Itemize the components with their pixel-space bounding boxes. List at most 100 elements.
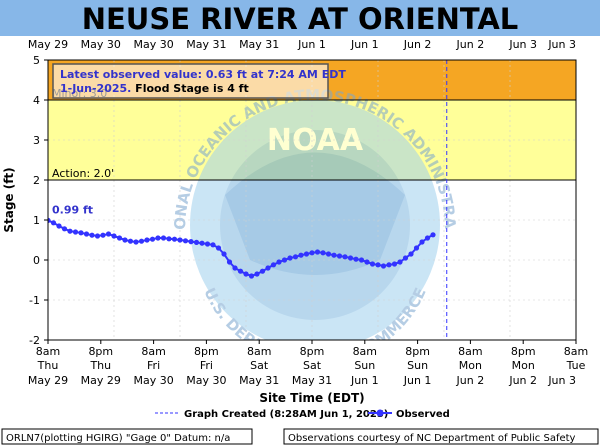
x-axis-top-ticks: May 29 May 30 May 30 May 31 May 31 Jun 1 Jun 1… (28, 38, 576, 51)
observed-point (424, 235, 431, 241)
info-date: 1-Jun-2025. (60, 82, 131, 95)
observed-point (72, 229, 79, 235)
y-tick-label: 5 (33, 54, 40, 67)
observed-point (369, 261, 376, 267)
observed-point (314, 249, 321, 255)
observed-point (67, 228, 73, 234)
observed-point (160, 235, 167, 241)
noaa-wordmark: NOAA (267, 123, 364, 158)
observed-point (133, 239, 139, 245)
observed-point (298, 252, 304, 258)
observed-point (56, 223, 62, 229)
x-axis-title: Site Time (EDT) (259, 391, 364, 405)
observed-point (430, 232, 436, 238)
x-tick-time: 8am (141, 345, 165, 358)
observed-point (100, 232, 106, 238)
x-tick-day: Fri (147, 359, 160, 372)
noaa-bird-icon (225, 152, 405, 275)
observed-point (94, 233, 101, 239)
observed-point (83, 231, 90, 237)
observed-point (48, 217, 51, 223)
observed-point (386, 262, 392, 268)
y-tick-label: -2 (29, 334, 40, 347)
legend-created-label: Graph Created (8:28AM Jun 1, 2025) (184, 409, 388, 420)
y-tick-label: 2 (33, 174, 40, 187)
observed-point (336, 253, 343, 259)
x-top-date-label: Jun 2 (403, 38, 432, 51)
info-flood-stage: Flood Stage is 4 ft (131, 82, 248, 95)
observed-point (221, 251, 227, 257)
y-tick-label: 4 (33, 94, 40, 107)
observed-point (188, 239, 194, 245)
footer: ORLN7(plotting HGIRG) "Gage 0" Datum: n/… (1, 428, 599, 445)
observed-point (248, 273, 255, 279)
observed-point (155, 235, 161, 241)
observed-point (320, 250, 326, 256)
info-line-1: Latest observed value: 0.63 ft at 7:24 A… (60, 68, 346, 81)
observed-point (375, 262, 381, 268)
observed-point (226, 259, 233, 265)
y-tick-label: 1 (33, 214, 40, 227)
x-tick-day: Mon (459, 359, 482, 372)
observed-point (358, 257, 365, 263)
y-tick-label: 3 (33, 134, 40, 147)
x-tick-time: 8pm (88, 345, 113, 358)
x-tick-date: May 30 (186, 374, 226, 387)
info-box-border (52, 63, 329, 99)
x-tick-day: Tue (566, 359, 586, 372)
observed-point (177, 237, 183, 243)
band-label: Action: 2.0' (52, 167, 114, 180)
legend: Graph Created (8:28AM Jun 1, 2025) Obser… (155, 409, 450, 420)
x-top-date-label: May 31 (186, 38, 226, 51)
x-tick-time: 8am (353, 345, 377, 358)
observed-point (364, 259, 370, 265)
observed-point (281, 257, 288, 263)
observed-point (303, 251, 310, 257)
first-value-annotation: 0.99 ft (52, 203, 93, 216)
observed-point (380, 263, 387, 269)
observed-point (78, 230, 84, 236)
observed-point (287, 255, 293, 261)
y-axis-title: Stage (ft) (2, 167, 16, 232)
y-axis-ticks: 5 4 3 2 1 0 -1 -2 (29, 54, 48, 347)
observed-point (61, 226, 68, 232)
observed-point (331, 252, 337, 258)
header-bar (0, 0, 600, 36)
observed-point (408, 251, 414, 257)
observed-point (193, 239, 200, 245)
observed-point (171, 236, 178, 242)
observed-point (402, 255, 409, 261)
x-tick-date: May 31 (239, 374, 279, 387)
observed-point (276, 259, 282, 265)
observed-point (265, 265, 271, 271)
x-tick-day: Sun (354, 359, 375, 372)
observed-point (391, 261, 398, 267)
observed-point (413, 245, 420, 251)
observed-point (397, 259, 403, 265)
observed-series (48, 217, 436, 279)
x-tick-time: 8pm (405, 345, 430, 358)
x-tick-day: Sun (407, 359, 428, 372)
x-tick-time: 8am (458, 345, 482, 358)
observed-point (342, 254, 348, 260)
observed-point (127, 238, 134, 244)
observed-point (325, 251, 332, 257)
info-line-2: 1-Jun-2025. Flood Stage is 4 ft (60, 82, 249, 95)
x-top-date-label: May 30 (133, 38, 173, 51)
observed-point (419, 239, 425, 245)
x-top-date-label: Jun 1 (297, 38, 326, 51)
x-tick-time: 8pm (300, 345, 325, 358)
x-tick-day: Thu (89, 359, 111, 372)
observed-point (50, 220, 57, 226)
observed-point (89, 232, 95, 238)
x-tick-day: Sat (303, 359, 322, 372)
legend-observed-label: Observed (396, 409, 450, 420)
x-tick-date: Jun 2 (508, 374, 537, 387)
observed-point (309, 250, 315, 256)
observed-point (232, 265, 238, 271)
observed-point (111, 233, 117, 239)
x-tick-date: May 30 (133, 374, 173, 387)
chart-title: NEUSE RIVER AT ORIENTAL (82, 2, 519, 36)
observed-point (254, 271, 260, 277)
